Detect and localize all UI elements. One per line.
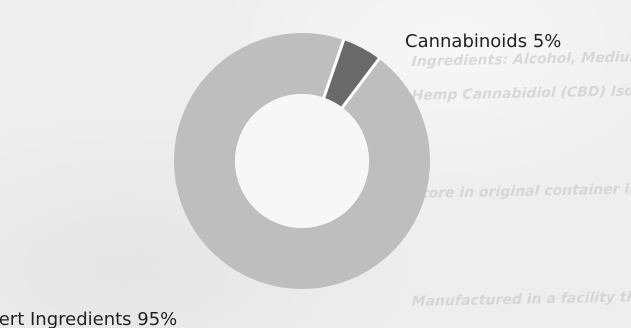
slice-separator-end [340,57,381,110]
data-label-cannabinoids: Cannabinoids 5% [405,31,562,52]
slice-cannabinoids [323,39,380,108]
slice-separator-start [322,38,346,100]
donut-hole [235,94,369,228]
slice-inert-ingredients [174,32,431,289]
data-label-inert-ingredients: Inert Ingredients 95% [0,309,178,328]
